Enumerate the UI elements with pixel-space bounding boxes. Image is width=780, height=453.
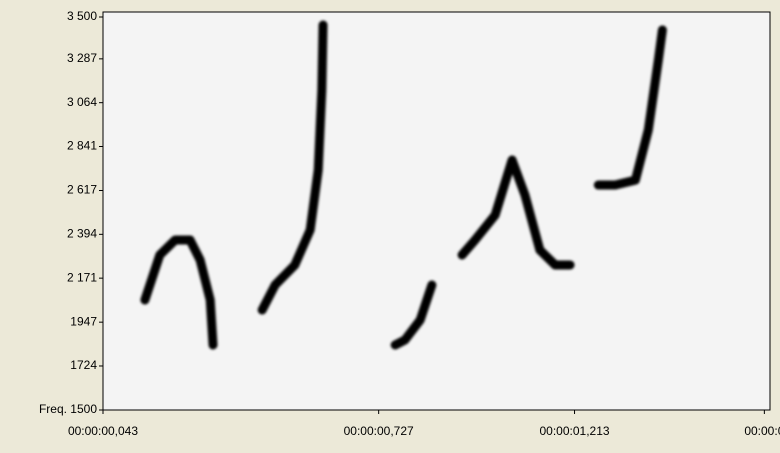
y-tick-label: 3 500 <box>67 9 97 23</box>
x-tick-label: 00:00:00,043 <box>68 424 138 438</box>
y-tick-label: 2 394 <box>67 227 97 241</box>
y-tick-label: 1947 <box>70 314 97 328</box>
y-tick-label: 2 171 <box>67 270 97 284</box>
plot-area <box>102 11 771 411</box>
x-tick-label: 00:00:01,213 <box>539 424 609 438</box>
y-tick-label: 2 617 <box>67 183 97 197</box>
y-tick-label: Freq. 1500 <box>39 402 97 416</box>
x-tick-label: 00:00:0 <box>744 424 780 438</box>
y-tick-label: 1724 <box>70 358 97 372</box>
x-tick-label: 00:00:00,727 <box>344 424 414 438</box>
y-tick-label: 2 841 <box>67 139 97 153</box>
y-tick-label: 3 287 <box>67 51 97 65</box>
y-tick-label: 3 064 <box>67 95 97 109</box>
trace <box>140 20 667 350</box>
